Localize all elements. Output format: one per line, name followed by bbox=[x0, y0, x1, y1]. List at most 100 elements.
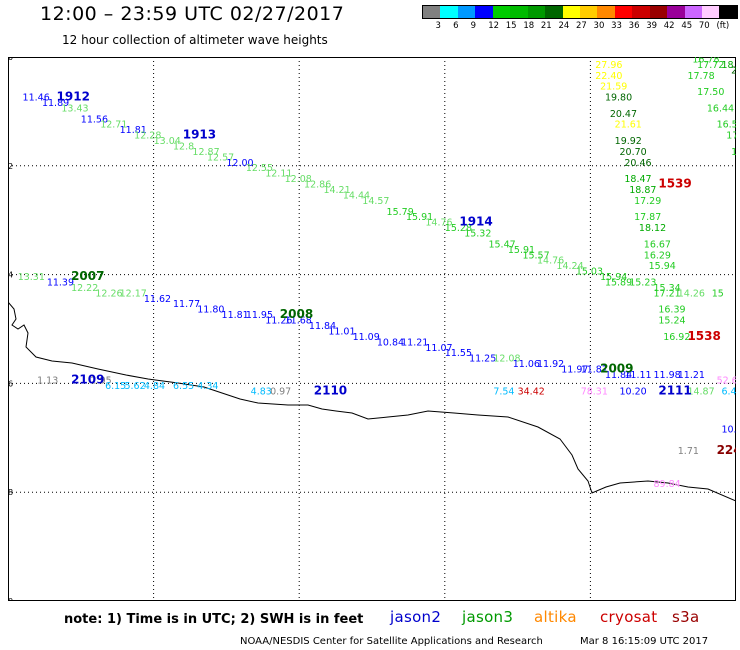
swh-value-label: 15.57 bbox=[522, 250, 549, 261]
swh-value-label: 14.26 bbox=[678, 288, 705, 299]
swh-value-label: 12.55 bbox=[246, 163, 273, 174]
map-canvas: -60-62-64-66-68-7013513814114414715011.4… bbox=[8, 57, 736, 601]
pass-time-label: 2109 bbox=[71, 372, 104, 386]
swh-value-label: 6.55 bbox=[173, 381, 194, 392]
color-scale-label: (ft) bbox=[716, 21, 730, 31]
swh-value-label: 12.08 bbox=[285, 174, 312, 185]
swh-value-label: 11.98 bbox=[653, 370, 680, 381]
swh-value-label: 12.11 bbox=[265, 169, 292, 180]
swh-value-label: 11.56 bbox=[81, 114, 108, 125]
color-swatch bbox=[702, 6, 720, 18]
color-scale-label: 30 bbox=[593, 21, 605, 31]
swh-value-label: 20.70 bbox=[620, 147, 647, 158]
swh-value-label: 11.06 bbox=[513, 359, 540, 370]
swh-value-label: 27.96 bbox=[595, 60, 622, 71]
pass-time-label: 1539 bbox=[658, 177, 691, 191]
color-swatch bbox=[545, 6, 563, 18]
swh-value-label: 15.79 bbox=[387, 207, 414, 218]
legend-item-jason2: jason2 bbox=[390, 608, 442, 626]
swh-value-label: 78.31 bbox=[581, 386, 608, 397]
swh-value-label: 11.09 bbox=[353, 332, 380, 343]
pass-time-label: 2007 bbox=[71, 269, 104, 283]
swh-value-label: 14.21 bbox=[323, 185, 350, 196]
swh-value-label: 16.39 bbox=[658, 305, 685, 316]
color-scale-label: 24 bbox=[558, 21, 570, 31]
swh-value-label: 15 bbox=[712, 288, 724, 299]
map-plot-area: -60-62-64-66-68-7013513814114414715011.4… bbox=[8, 57, 736, 601]
swh-value-label: 17.72 bbox=[697, 60, 724, 71]
swh-value-label: 20.38 bbox=[731, 65, 736, 76]
color-swatch bbox=[562, 6, 580, 18]
swh-value-label: 15.94 bbox=[600, 272, 627, 283]
legend-item-s3a: s3a bbox=[672, 608, 700, 626]
swh-value-label: 15.24 bbox=[658, 316, 685, 327]
color-scale-label: 36 bbox=[628, 21, 640, 31]
credit-text: NOAA/NESDIS Center for Satellite Applica… bbox=[240, 636, 543, 647]
swh-value-label: 16 bbox=[731, 147, 736, 158]
swh-value-label: 14.87 bbox=[687, 386, 714, 397]
swh-value-label: 12.86 bbox=[304, 180, 331, 191]
color-scale-label: 18 bbox=[523, 21, 535, 31]
latitude-label: -60 bbox=[8, 57, 13, 62]
swh-value-label: 12.17 bbox=[120, 288, 147, 299]
swh-value-label: 21.61 bbox=[615, 120, 642, 131]
swh-value-label: 12.8 bbox=[173, 141, 194, 152]
swh-value-label: 21.59 bbox=[600, 82, 627, 93]
swh-value-label: 11.62 bbox=[144, 294, 171, 305]
swh-value-label: 10.32 bbox=[721, 424, 736, 435]
latitude-label: -62 bbox=[8, 162, 13, 171]
pass-time-label: 1538 bbox=[687, 329, 720, 343]
color-swatch bbox=[475, 6, 493, 18]
swh-value-label: 11.87 bbox=[581, 365, 608, 376]
color-scale-label: 6 bbox=[453, 21, 459, 31]
color-swatch bbox=[457, 6, 476, 18]
swh-value-label: 16.44 bbox=[707, 103, 734, 114]
latitude-label: -64 bbox=[8, 271, 13, 280]
swh-value-label: 11.01 bbox=[328, 326, 355, 337]
color-swatch bbox=[684, 6, 702, 18]
swh-value-label: 18.47 bbox=[624, 174, 651, 185]
swh-value-label: 12.22 bbox=[71, 283, 98, 294]
swh-value-label: 17.29 bbox=[634, 196, 661, 207]
swh-value-label: 20.47 bbox=[610, 109, 637, 120]
legend-item-cryosat: cryosat bbox=[600, 608, 658, 626]
swh-value-label: 17.78 bbox=[687, 71, 714, 82]
pass-time-label: 1912 bbox=[57, 90, 90, 104]
swh-value-label: 10.84 bbox=[377, 337, 404, 348]
color-swatch bbox=[597, 6, 615, 18]
color-scale-label: 33 bbox=[611, 21, 622, 31]
swh-value-label: 18.92 bbox=[721, 60, 736, 71]
swh-value-label: 12.00 bbox=[226, 158, 253, 169]
swh-value-label: 14.57 bbox=[362, 196, 389, 207]
swh-value-label: 14.76 bbox=[425, 218, 452, 229]
swh-value-label: 11.39 bbox=[47, 277, 74, 288]
color-scale-labels: 3 6 9 12 15 18 21 24 27 30 33 36 39 42 45 70 (ft) bbox=[422, 21, 738, 33]
swh-value-label: 19.92 bbox=[615, 136, 642, 147]
swh-value-label: 11.84 bbox=[309, 321, 336, 332]
color-scale-label: 39 bbox=[646, 21, 658, 31]
swh-value-label: 10.20 bbox=[620, 386, 647, 397]
swh-value-label: 11.21 bbox=[401, 337, 428, 348]
swh-value-label: 17.0 bbox=[726, 131, 736, 142]
swh-value-label: 12.87 bbox=[192, 147, 219, 158]
swh-value-label: 16.78 bbox=[692, 57, 719, 65]
swh-value-label: 12.26 bbox=[95, 288, 122, 299]
swh-value-label: 13.31 bbox=[18, 272, 45, 283]
swh-value-label: 20.62 bbox=[595, 57, 622, 60]
page-title: 12:00 – 23:59 UTC 02/27/2017 bbox=[40, 3, 345, 25]
latitude-label: -70 bbox=[8, 597, 13, 601]
pass-time-label: 1914 bbox=[459, 215, 492, 229]
swh-value-label: 14.24 bbox=[556, 261, 583, 272]
page-subtitle: 12 hour collection of altimeter wave hei… bbox=[62, 33, 328, 47]
color-scale-label: 12 bbox=[488, 21, 500, 31]
pass-time-label: 2111 bbox=[658, 383, 691, 397]
latitude-label: -68 bbox=[8, 488, 13, 497]
color-scale-label: 45 bbox=[681, 21, 693, 31]
latitude-label: -66 bbox=[8, 379, 13, 388]
swh-value-label: 17.21 bbox=[653, 288, 680, 299]
legend-item-altika: altika bbox=[534, 608, 577, 626]
color-scale-label: 3 bbox=[435, 21, 441, 31]
swh-value-label: 11.26 bbox=[265, 316, 292, 327]
swh-value-label: 1.71 bbox=[678, 446, 699, 457]
swh-value-label: 17.50 bbox=[697, 87, 724, 98]
